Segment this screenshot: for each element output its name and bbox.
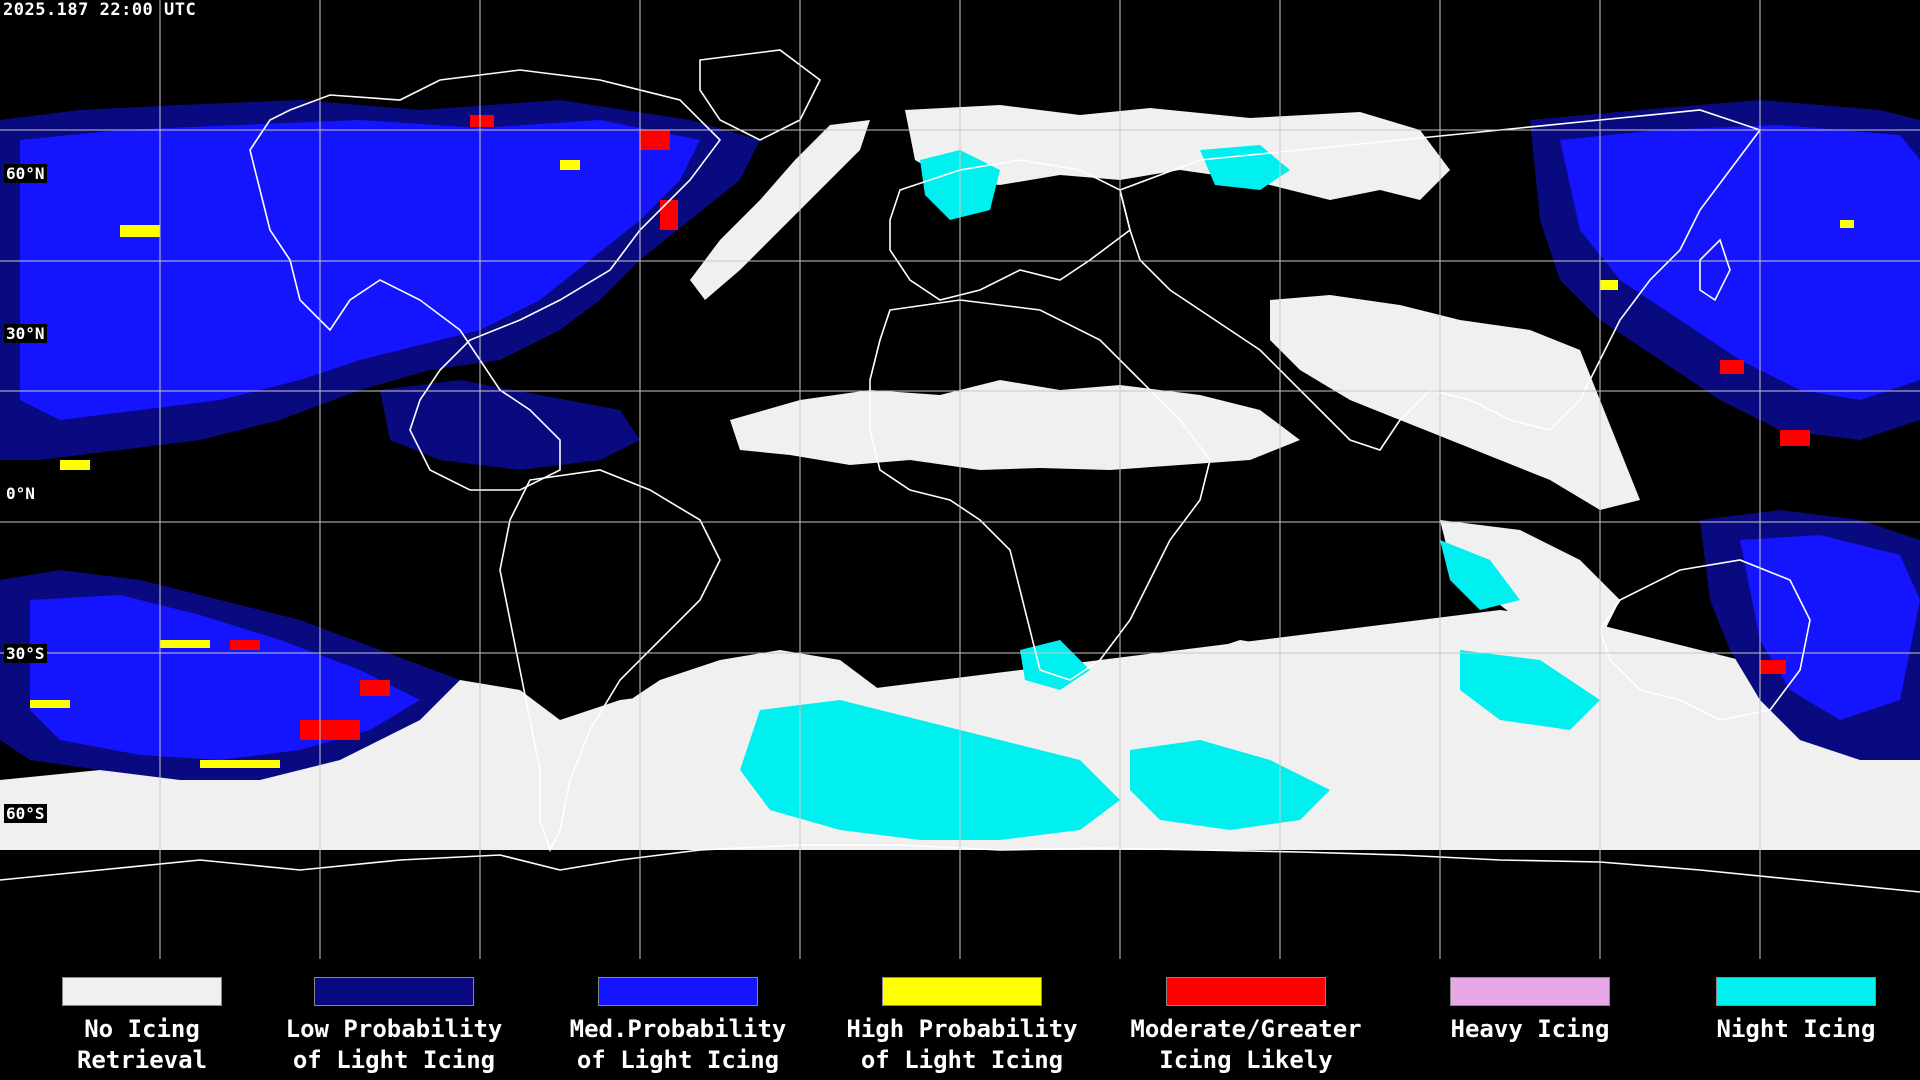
legend-swatch: [882, 977, 1042, 1006]
legend-swatch: [314, 977, 474, 1006]
legend-item-moderate: Moderate/Greater Icing Likely: [1104, 977, 1388, 1076]
icing-map: 2025.187 22:00 UTC 60°N 30°N 0°N 30°S 60…: [0, 0, 1920, 959]
coast-australia: [1599, 559, 1811, 721]
legend-label: High Probability of Light Icing: [846, 1015, 1078, 1074]
night-icing-south-atlantic: [740, 700, 1120, 840]
legend-swatch: [1450, 977, 1610, 1006]
coast-antarctica-west: [0, 854, 561, 881]
night-icing-indian-band: [1440, 540, 1520, 610]
legend-label: Night Icing: [1716, 1015, 1876, 1043]
legend-item-med-prob: Med.Probability of Light Icing: [536, 977, 820, 1076]
lat-label-60s: 60°S: [4, 804, 47, 823]
legend-item-low-prob: Low Probability of Light Icing: [252, 977, 536, 1076]
med-prob-north-america: [20, 120, 700, 420]
legend-label: Moderate/Greater Icing Likely: [1130, 1015, 1362, 1074]
legend-label: No Icing Retrieval: [76, 1015, 208, 1074]
legend-swatch: [1166, 977, 1326, 1006]
lat-label-30n: 30°N: [4, 324, 47, 343]
coast-europe: [889, 159, 1131, 301]
med-prob-asia: [1560, 125, 1920, 400]
timestamp: 2025.187 22:00 UTC: [3, 0, 197, 20]
night-icing-europe: [1200, 145, 1290, 190]
no-icing-indian-ocean: [1440, 520, 1620, 650]
legend-label: Heavy Icing: [1450, 1015, 1610, 1043]
night-icing-far-south: [1460, 650, 1600, 730]
coast-north-america: [249, 69, 722, 491]
legend-label: Med.Probability of Light Icing: [569, 1015, 787, 1074]
legend-swatch: [1716, 977, 1876, 1006]
legend-item-high-prob: High Probability of Light Icing: [820, 977, 1104, 1076]
legend-item-heavy: Heavy Icing: [1388, 977, 1672, 1045]
icing-moderate-spots: [230, 115, 1810, 740]
med-prob-south-pacific: [30, 595, 420, 760]
no-icing-asia: [1270, 295, 1640, 510]
grid-lines: [0, 0, 1920, 959]
coast-japan: [1699, 238, 1731, 302]
legend-item-night: Night Icing: [1672, 977, 1920, 1045]
legend-item-no-icing: No Icing Retrieval: [0, 977, 284, 1076]
coast-africa: [869, 299, 1211, 681]
lat-label-0n: 0°N: [4, 484, 37, 503]
coast-south-america: [499, 469, 721, 853]
no-icing-atlantic-arc: [690, 120, 870, 300]
no-icing-africa-mideast: [730, 380, 1300, 470]
legend-swatch: [62, 977, 222, 1006]
night-icing-regions: [740, 145, 1600, 840]
icing-high-prob-spots: [30, 160, 1854, 768]
map-canvas: [0, 0, 1920, 959]
lat-label-60n: 60°N: [4, 164, 47, 183]
legend-label: Low Probability of Light Icing: [285, 1015, 503, 1074]
no-icing-north-atlantic: [905, 105, 1450, 200]
low-prob-central-america: [380, 380, 640, 470]
coast-antarctica: [559, 844, 1920, 893]
legend: No Icing Retrieval Low Probability of Li…: [0, 959, 1920, 1080]
lat-label-30s: 30°S: [4, 644, 47, 663]
legend-swatch: [598, 977, 758, 1006]
coast-greenland: [699, 49, 822, 141]
